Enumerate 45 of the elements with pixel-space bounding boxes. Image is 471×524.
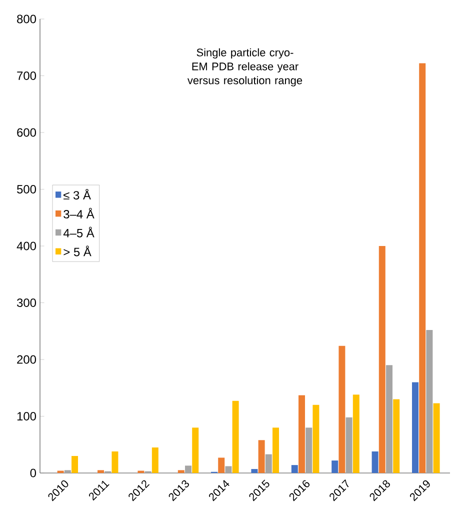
bar xyxy=(419,63,426,473)
bar xyxy=(225,466,232,473)
bar xyxy=(386,365,392,473)
bar xyxy=(178,470,184,473)
bar xyxy=(265,454,272,473)
bar xyxy=(378,246,386,473)
bar xyxy=(372,451,378,473)
bar xyxy=(312,404,320,473)
text: Single particle cryo-EM PDB release year versus resolution range xyxy=(187,48,302,86)
y-tick-label: 700 xyxy=(17,72,36,80)
bar xyxy=(218,458,225,473)
bar xyxy=(298,395,305,473)
legend-label: ≤ 3 Å xyxy=(64,188,91,200)
y-tick-label: 300 xyxy=(16,298,36,307)
y-tick-label: 0 xyxy=(30,468,36,478)
bar xyxy=(185,466,192,473)
bar xyxy=(433,403,440,473)
bar xyxy=(258,440,265,473)
y-tick-label: 500 xyxy=(17,185,36,194)
bar xyxy=(426,330,433,473)
bar xyxy=(352,394,360,473)
bar xyxy=(72,456,78,473)
bar xyxy=(192,428,199,473)
y-tick-label: 200 xyxy=(17,355,36,364)
bar xyxy=(332,460,338,473)
y-tick-label: 800 xyxy=(17,14,36,24)
bar xyxy=(272,428,280,473)
bar xyxy=(306,428,312,473)
y-tick-label: 400 xyxy=(16,242,36,250)
bar xyxy=(338,346,346,473)
bar xyxy=(412,382,418,473)
y-tick-label: 600 xyxy=(17,128,36,137)
bar xyxy=(152,447,158,473)
bar xyxy=(393,399,400,473)
y-tick-label: 100 xyxy=(17,412,36,420)
bar xyxy=(64,470,71,473)
bar xyxy=(98,470,104,473)
legend-label: > 5 Å xyxy=(64,246,92,256)
legend-label: 3–4 Å xyxy=(64,208,94,218)
bar xyxy=(291,465,298,473)
bar xyxy=(112,451,118,473)
bar xyxy=(346,417,352,473)
bar xyxy=(232,400,239,473)
legend-label: 4–5 Å xyxy=(63,226,94,238)
bar xyxy=(251,469,258,473)
